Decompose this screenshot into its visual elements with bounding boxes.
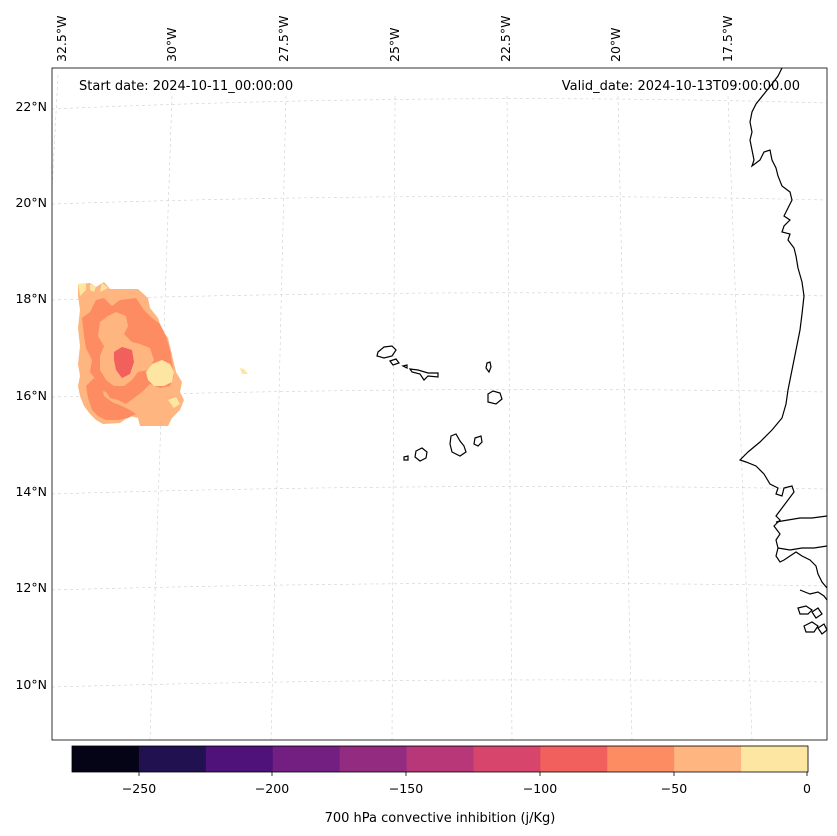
island-brava	[403, 455, 409, 461]
latitude-tick-labels: 22°N 20°N 18°N 16°N 14°N 12°N 10°N	[15, 99, 47, 692]
meridian-32.5w	[51, 74, 59, 191]
colorbar-tick-label: −150	[389, 781, 423, 796]
parallel-10n	[51, 679, 828, 688]
colorbar-swatch	[406, 746, 474, 772]
colorbar-ticks	[138, 772, 808, 776]
lon-tick-label: 22.5°W	[498, 16, 513, 62]
colorbar-label: 700 hPa convective inhibition (j/Kg)	[325, 811, 556, 826]
parallel-14n	[51, 486, 828, 495]
lon-tick-label: 30°W	[164, 27, 179, 62]
colorbar-swatch	[339, 746, 408, 772]
meridian-22.5w	[506, 95, 513, 741]
colorbar-swatch	[72, 746, 140, 772]
island-sal	[485, 361, 492, 374]
colorbar-tick-label: −200	[255, 781, 289, 796]
island-boa-vista	[487, 390, 503, 405]
colorbar-swatch	[205, 746, 274, 772]
coastline-guinea-bissau	[799, 589, 828, 601]
cin-small-speck	[240, 368, 248, 374]
valid-date-label: Valid_date: 2024-10-13T09:00:00.00	[562, 79, 800, 94]
lon-tick-label: 32.5°W	[54, 16, 69, 62]
meridian-30w	[149, 95, 173, 741]
coastline-casamance	[777, 545, 828, 551]
colorbar-swatch	[607, 746, 675, 772]
colorbar-swatch	[138, 746, 207, 772]
colorbar-swatch	[674, 746, 742, 772]
parallel-12n	[51, 582, 828, 591]
meridian-25w	[391, 95, 396, 741]
start-date-label: Start date: 2024-10-11_00:00:00	[79, 79, 293, 94]
lat-tick-label: 22°N	[15, 99, 47, 114]
meridian-20w	[617, 95, 633, 741]
lon-tick-label: 25°W	[387, 27, 402, 62]
island-sao-vicente	[389, 358, 400, 366]
lat-tick-label: 16°N	[15, 388, 47, 403]
colorbar-tick-label: −250	[122, 781, 156, 796]
coastline-gambia	[775, 515, 828, 523]
meridian-27.5w	[270, 95, 287, 741]
lon-tick-label: 27.5°W	[276, 16, 291, 62]
lat-tick-label: 14°N	[15, 484, 47, 499]
parallel-22n	[51, 98, 828, 110]
colorbar	[72, 746, 809, 772]
lon-tick-label: 20°W	[608, 27, 623, 62]
colorbar-swatch	[741, 746, 809, 772]
longitude-tick-labels: 32.5°W 30°W 27.5°W 25°W 22.5°W 20°W 17.5…	[54, 16, 735, 62]
lat-tick-label: 12°N	[15, 580, 47, 595]
colorbar-swatch	[272, 746, 341, 772]
coastline-islands-bissau	[797, 605, 828, 635]
map-frame	[51, 67, 828, 741]
colorbar-tick-label: −50	[661, 781, 687, 796]
cin-contour-patch	[78, 282, 248, 426]
colorbar-tick-labels: −250 −200 −150 −100 −50 0	[122, 781, 811, 796]
island-santo-antao	[376, 345, 397, 359]
west-africa-coastline	[738, 67, 828, 635]
island-sao-nicolau	[408, 368, 439, 381]
parallel-20n	[51, 196, 828, 205]
lat-tick-label: 10°N	[15, 677, 47, 692]
coastline-main	[738, 67, 828, 589]
parallel-18n	[51, 292, 828, 301]
island-santiago	[449, 433, 467, 457]
island-fogo	[414, 447, 428, 462]
cin-contour-level-minus25	[146, 360, 174, 386]
lat-tick-label: 20°N	[15, 195, 47, 210]
colorbar-swatch	[540, 746, 608, 772]
lon-tick-label: 17.5°W	[720, 16, 735, 62]
cin-contour-level-minus100	[114, 347, 134, 378]
colorbar-frame	[71, 745, 809, 773]
cape-verde-islands	[376, 345, 503, 462]
colorbar-tick-label: −100	[523, 781, 557, 796]
colorbar-swatch	[473, 746, 541, 772]
island-santa-luzia	[401, 364, 408, 369]
island-maio	[473, 435, 483, 447]
colorbar-tick-label: 0	[803, 781, 811, 796]
lat-tick-label: 18°N	[15, 291, 47, 306]
